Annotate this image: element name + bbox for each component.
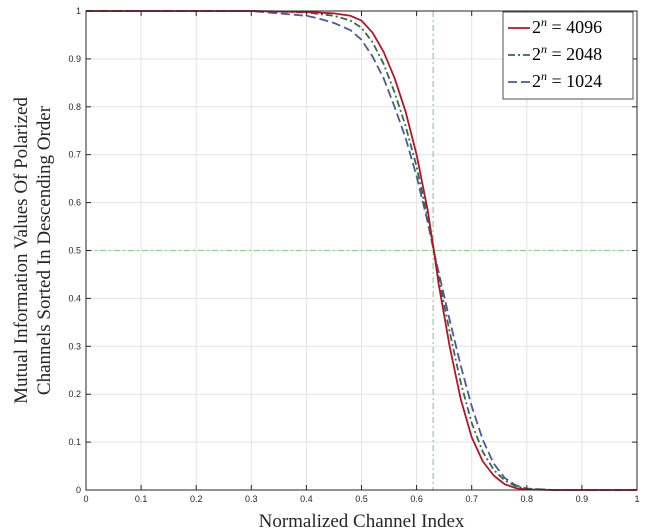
y-tick-label: 1 <box>76 6 81 16</box>
x-tick-label: 0.9 <box>576 494 589 504</box>
series-layer <box>86 10 637 491</box>
x-tick-label: 0.2 <box>190 494 203 504</box>
x-tick-label: 0 <box>83 494 88 504</box>
x-tick-label: 0.6 <box>410 494 423 504</box>
legend-label-superscript: n <box>541 42 547 56</box>
legend-label-base: 2 <box>532 71 541 91</box>
x-tick-label: 0.7 <box>465 494 478 504</box>
series-line-2 <box>86 10 637 491</box>
y-tick-label: 0.4 <box>68 293 81 303</box>
legend-label-rest: = 2048 <box>547 44 602 64</box>
x-axis-label: Normalized Channel Index <box>259 511 465 531</box>
legend-label-superscript: n <box>541 69 547 83</box>
y-tick-label: 0.6 <box>68 198 81 208</box>
x-tick-label: 0.4 <box>300 494 313 504</box>
legend-label-superscript: n <box>541 15 547 29</box>
y-tick-label: 0.9 <box>68 54 81 64</box>
legend-label-rest: = 4096 <box>547 17 602 37</box>
legend-label-2: 2n = 1024 <box>532 69 602 91</box>
series-line-0 <box>86 10 637 491</box>
y-axis-label-line-1: Mutual Information Values Of Polarized <box>11 97 32 404</box>
y-tick-label: 0.5 <box>68 246 81 256</box>
y-tick-labels: 0 0.1 0.2 0.3 0.4 0.5 0.6 0.7 0.8 0.9 1 <box>68 6 81 495</box>
y-axis-label-line-2: Channels Sorted In Descending Order <box>34 105 55 395</box>
ticks <box>85 10 638 491</box>
y-tick-label: 0.8 <box>68 102 81 112</box>
x-tick-label: 0.3 <box>245 494 258 504</box>
x-tick-label: 0.5 <box>355 494 368 504</box>
legend-label-1: 2n = 2048 <box>532 42 602 64</box>
y-tick-label: 0.3 <box>68 341 81 351</box>
series-line-1 <box>86 10 637 491</box>
x-tick-label: 0.8 <box>521 494 534 504</box>
x-tick-label: 1 <box>634 494 639 504</box>
x-tick-label: 0.1 <box>135 494 148 504</box>
y-tick-label: 0.2 <box>68 389 81 399</box>
legend-label-base: 2 <box>532 17 541 37</box>
x-tick-labels: 0 0.1 0.2 0.3 0.4 0.5 0.6 0.7 0.8 0.9 1 <box>83 494 639 504</box>
legend-label-rest: = 1024 <box>547 71 602 91</box>
legend-label-0: 2n = 4096 <box>532 15 602 37</box>
y-tick-label: 0 <box>76 485 81 495</box>
y-tick-label: 0.7 <box>68 150 81 160</box>
y-tick-label: 0.1 <box>68 437 81 447</box>
legend-label-base: 2 <box>532 44 541 64</box>
